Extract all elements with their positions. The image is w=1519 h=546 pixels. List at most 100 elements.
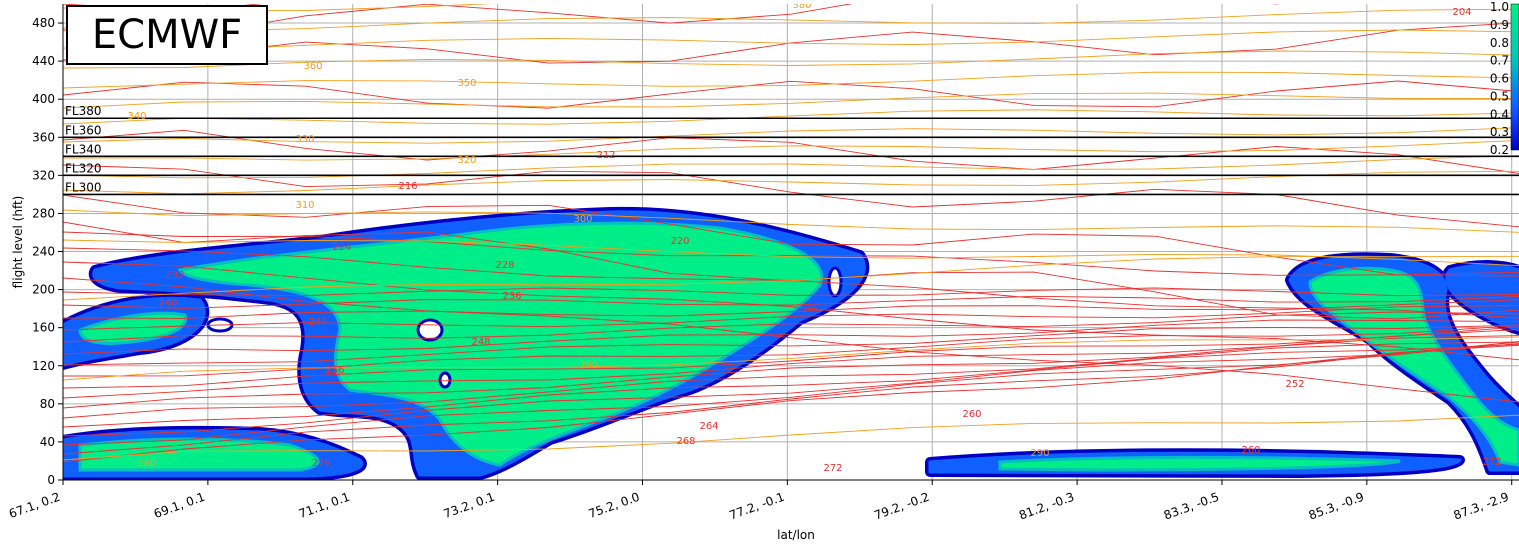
- colorbar-tick-label: 0.4: [1490, 107, 1509, 121]
- colorbar: [1510, 3, 1519, 151]
- potential-temperature-label: 330: [295, 134, 314, 145]
- cloud-cover-layer: [63, 206, 1519, 480]
- x-tick-label: 75.2, 0.0: [587, 490, 642, 521]
- colorbar-tick-label: 1.0: [1490, 0, 1509, 14]
- potential-temperature-contour: [63, 127, 1519, 144]
- temperature-label: 248: [471, 337, 490, 348]
- potential-temperature-label: 290: [579, 360, 598, 371]
- colorbar-tick-label: 0.2: [1490, 143, 1509, 157]
- colorbar-tick-label: 0.8: [1490, 36, 1509, 50]
- temperature-contour: [63, 311, 1519, 343]
- potential-temperature-contour: [63, 255, 1519, 301]
- potential-temperature-contour: [63, 155, 1519, 179]
- potential-temperature-contour: [63, 336, 1519, 381]
- x-tick-label: 85.3, -0.9: [1307, 490, 1366, 523]
- temperature-contour: [63, 261, 1519, 361]
- colorbar-tick-label: 0.5: [1490, 89, 1509, 103]
- temperature-label: 252: [1285, 379, 1304, 390]
- temperature-contour: [63, 305, 1519, 331]
- colorbar-tick-label: 0.3: [1490, 125, 1509, 139]
- x-tick-label: 81.2, -0.3: [1017, 490, 1076, 523]
- y-tick-label: 280: [32, 206, 55, 220]
- colorbar-tick-label: 0.6: [1490, 72, 1509, 86]
- potential-temperature-contour: [63, 4, 493, 12]
- y-tick-label: 160: [32, 321, 55, 335]
- x-tick-label: 71.1, 0.1: [297, 490, 352, 521]
- temperature-contour: [63, 129, 1519, 174]
- potential-temperature-contour: [63, 170, 1519, 195]
- flight-level-label: FL340: [65, 142, 102, 156]
- colorbar-tick-label: 0.9: [1490, 18, 1509, 32]
- flight-level-label: FL320: [65, 161, 102, 175]
- temperature-contour: [63, 277, 1519, 403]
- potential-temperature-label: 310: [295, 200, 314, 211]
- potential-temperature-contour: [63, 29, 1519, 51]
- temperature-label: 220: [670, 236, 689, 247]
- temperature-contour: [63, 324, 1519, 366]
- temperature-contour: [63, 299, 1519, 319]
- temperature-label: 272: [1482, 457, 1501, 468]
- temperature-label: 276: [311, 458, 330, 469]
- temperature-label: 272: [823, 463, 842, 474]
- potential-temperature-label: 380: [792, 0, 811, 11]
- potential-temperature-contour: [63, 92, 1519, 109]
- temperature-label: 216: [398, 181, 417, 192]
- temperature-contour: [63, 342, 1519, 437]
- x-tick-label: 67.1, 0.2: [7, 490, 62, 521]
- x-tick-label: 69.1, 0.1: [152, 490, 207, 521]
- potential-temperature-contour: [63, 239, 1519, 267]
- potential-temperature-contour: [63, 109, 1519, 125]
- y-tick-label: 440: [32, 54, 55, 68]
- temperature-contour: [63, 287, 1519, 297]
- temperature-contour: [63, 80, 1519, 109]
- potential-temperature-label: 320: [457, 155, 476, 166]
- temperature-contour: [63, 340, 1519, 446]
- colorbar-tick-label: 0.7: [1490, 54, 1509, 68]
- temperature-label: 244: [308, 317, 327, 328]
- y-tick-label: 320: [32, 168, 55, 182]
- temperature-contour: [63, 343, 1519, 428]
- temperature-label: 212: [596, 150, 615, 161]
- y-tick-label: 480: [32, 16, 55, 30]
- flight-level-label: FL300: [65, 180, 102, 194]
- x-tick-label: 87.3, -2.9: [1452, 490, 1511, 523]
- y-tick-label: 80: [40, 397, 55, 411]
- potential-temperature-contour: [63, 414, 1519, 461]
- cloud-gap: [827, 266, 843, 298]
- flight-level-label: FL380: [65, 104, 102, 118]
- cloud-core: [998, 455, 1401, 472]
- y-tick-label: 200: [32, 283, 55, 297]
- temperature-label: 232: [165, 270, 184, 281]
- temperature-label: 240: [158, 298, 177, 309]
- cloud-core: [78, 437, 320, 472]
- potential-temperature-label: 300: [573, 214, 592, 225]
- temperature-contour: [63, 231, 1519, 277]
- temperature-label: 224: [332, 242, 351, 253]
- potential-temperature-label: 360: [303, 61, 322, 72]
- potential-temperature-contour: [63, 71, 1519, 89]
- y-axis-label: flight level (hft): [11, 196, 25, 289]
- temperature-contour: [63, 341, 1519, 455]
- temperature-label: 260: [1241, 445, 1260, 456]
- cloud-gap: [416, 318, 444, 342]
- temperature-contour: [63, 326, 1519, 389]
- potential-temperature-contour: [63, 8, 1519, 33]
- potential-temperature-label: 340: [127, 111, 146, 122]
- potential-temperature-label: 280: [137, 458, 156, 469]
- temperature-contour: [63, 4, 1280, 37]
- potential-temperature-contour: [63, 50, 1519, 69]
- x-tick-label: 73.2, 0.1: [442, 490, 497, 521]
- x-tick-label: 77.2, -0.1: [727, 490, 786, 523]
- temperature-label: 228: [495, 260, 514, 271]
- temperature-label: 236: [502, 291, 521, 302]
- temperature-contour: [63, 341, 1519, 419]
- y-tick-label: 40: [40, 435, 55, 449]
- potential-temperature-contour: [63, 209, 1519, 233]
- potential-temperature-label: 290: [1030, 448, 1049, 459]
- potential-temperature-label: 350: [457, 78, 476, 89]
- y-tick-label: 240: [32, 245, 55, 259]
- x-axis-label: lat/lon: [777, 528, 815, 542]
- temperature-label: 264: [699, 421, 718, 432]
- temperature-contour: [63, 335, 1519, 409]
